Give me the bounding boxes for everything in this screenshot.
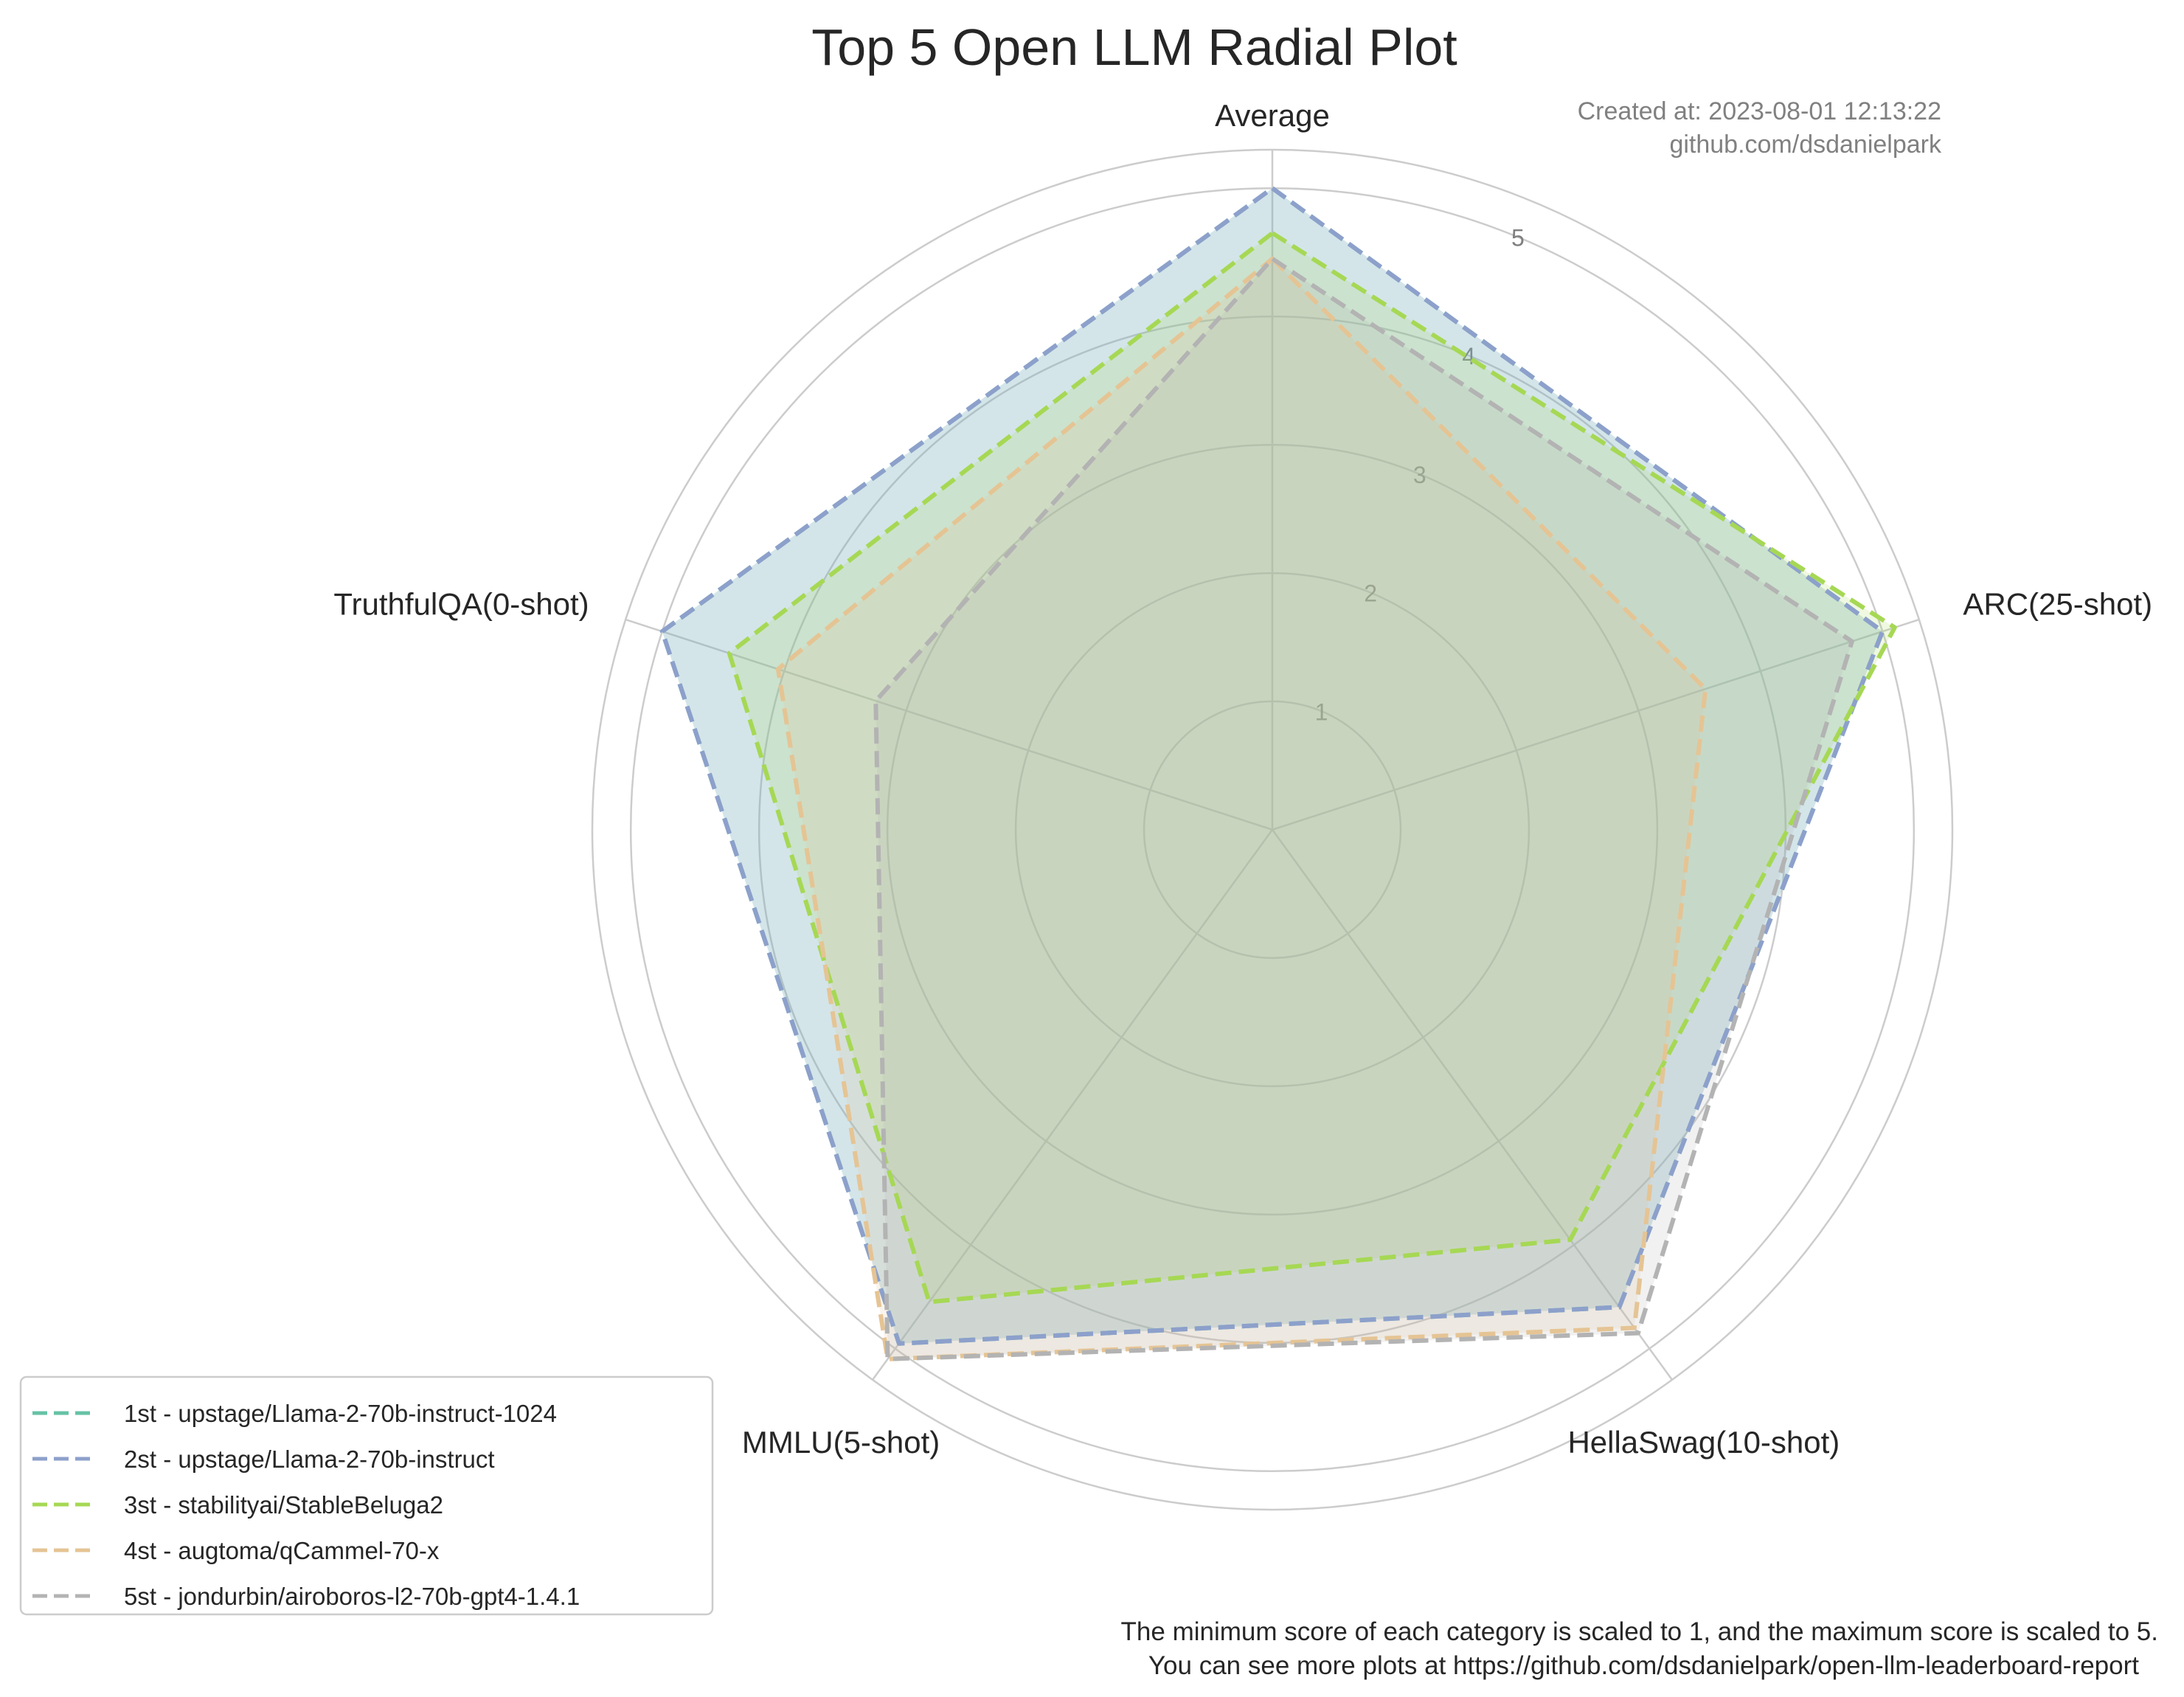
legend: 1st - upstage/Llama-2-70b-instruct-1024 … [19,1375,714,1616]
source-text: github.com/dsdanielpark [1669,131,1942,159]
series-layer [659,186,1897,1361]
created-at-text: Created at: 2023-08-01 12:13:22 [1578,97,1941,125]
axis-label: TruthfulQA(0-shot) [333,587,589,622]
legend-entry: 1st - upstage/Llama-2-70b-instruct-1024 [32,1400,557,1427]
legend-label: 5st - jondurbin/airoboros-l2-70b-gpt4-1.… [124,1583,580,1610]
chart-title: Top 5 Open LLM Radial Plot [811,18,1457,76]
radial-tick-label: 3 [1413,462,1426,488]
radial-tick-label: 1 [1315,698,1328,725]
axis-label: MMLU(5-shot) [742,1425,940,1460]
axis-spoke [1272,618,1920,831]
legend-entry: 2st - upstage/Llama-2-70b-instruct [32,1446,495,1473]
legend-label: 1st - upstage/Llama-2-70b-instruct-1024 [124,1400,557,1427]
legend-frame [19,1375,714,1616]
legend-label: 4st - augtoma/qCammel-70-x [124,1537,440,1564]
series-area [662,188,1883,1344]
radial-tick-label: 4 [1462,343,1475,369]
radial-tick-label: 5 [1511,224,1525,251]
footer-note-line-2: You can see more plots at https://github… [1148,1651,2139,1680]
series-area [729,233,1895,1302]
legend-entry: 3st - stabilityai/StableBeluga2 [32,1491,443,1519]
legend-label: 2st - upstage/Llama-2-70b-instruct [124,1446,495,1473]
series-line [727,231,1897,1305]
footer-note-line-1: The minimum score of each category is sc… [1121,1617,2158,1646]
axis-label: HellaSwag(10-shot) [1567,1425,1840,1460]
axis-labels: Average ARC(25-shot) HellaSwag(10-shot) MML… [333,98,2152,1460]
legend-entry: 4st - augtoma/qCammel-70-x [32,1537,440,1564]
axis-label: Average [1215,98,1330,133]
axis-spoke [625,618,1273,831]
series-area [662,188,1883,1344]
legend-entry: 5st - jondurbin/airoboros-l2-70b-gpt4-1.… [32,1583,580,1610]
series-area [777,258,1706,1359]
legend-label: 3st - stabilityai/StableBeluga2 [124,1491,443,1519]
series-line [775,256,1708,1361]
axis-spoke [1271,829,1673,1381]
radial-tick-label: 2 [1364,580,1377,607]
series-area [876,258,1852,1359]
axis-spoke [872,829,1274,1381]
series-line [873,256,1854,1361]
axis-label: ARC(25-shot) [1963,587,2152,622]
